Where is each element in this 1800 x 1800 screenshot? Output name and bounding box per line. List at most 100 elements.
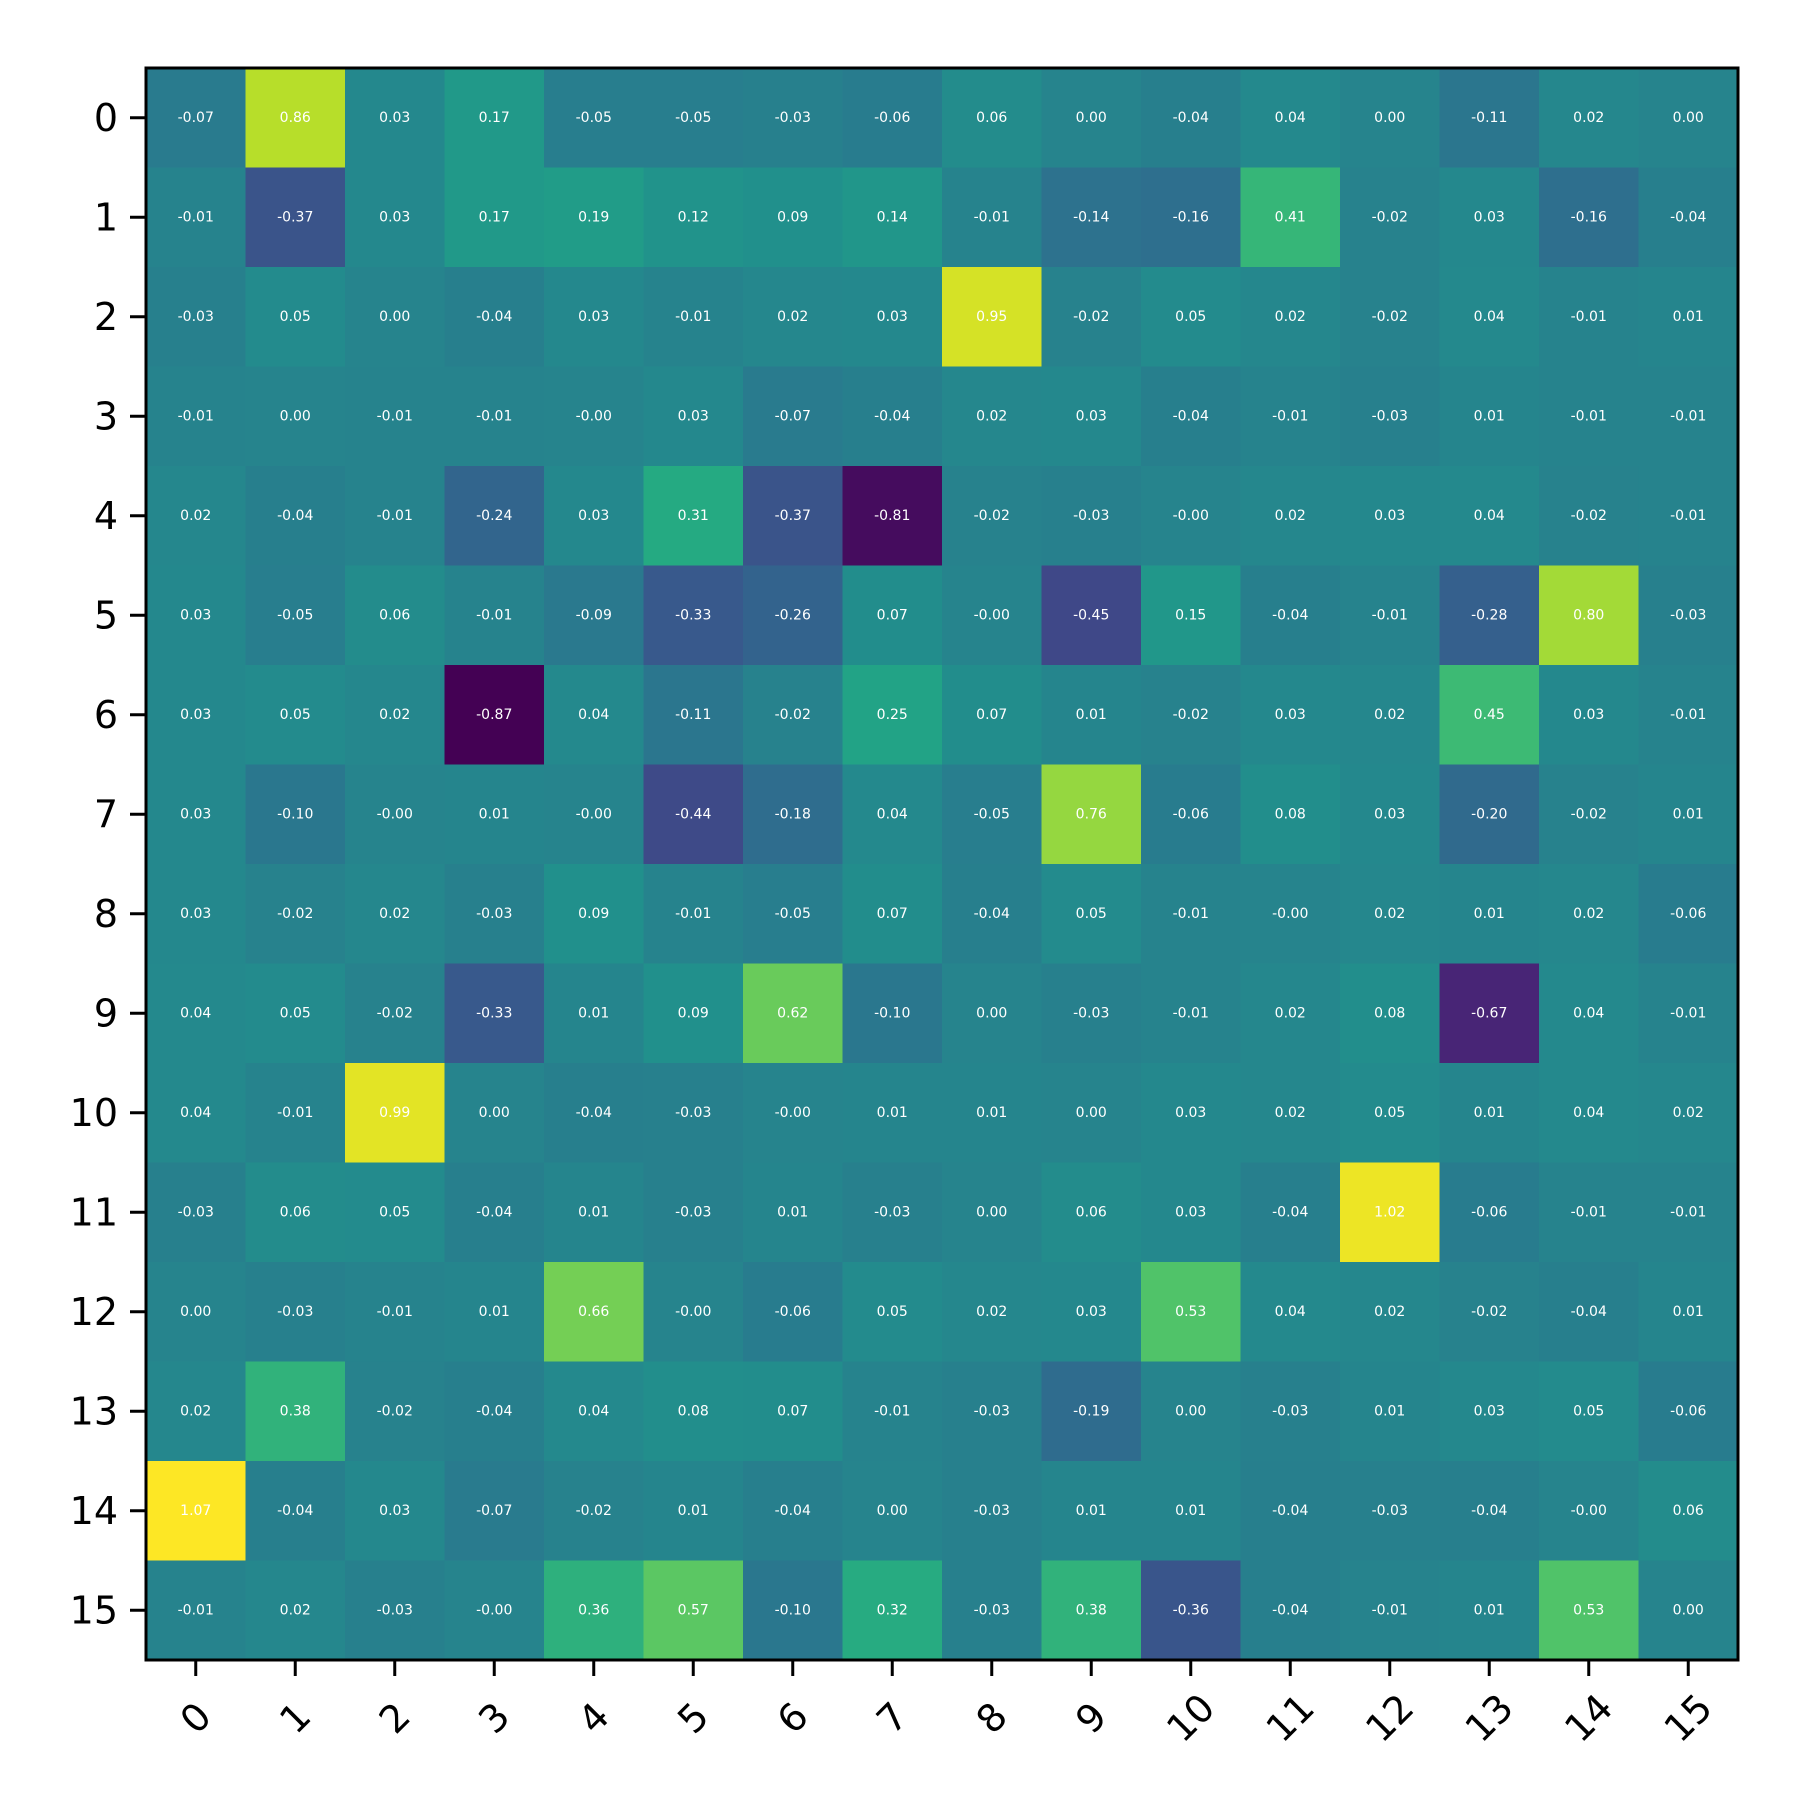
cell-label-r8-c2: 0.02 [379, 906, 410, 922]
cell-label-r15-c3: -0.00 [476, 1602, 512, 1618]
heatmap-cell-r14-c10 [1141, 1461, 1242, 1562]
heatmap-cell-r4-c2 [345, 466, 446, 567]
y-tick-label-9: 9 [94, 991, 118, 1035]
heatmap-cell-r13-c4 [544, 1361, 645, 1462]
heatmap-cell-r14-c8 [942, 1461, 1043, 1562]
cell-label-r12-c2: -0.01 [377, 1304, 413, 1320]
heatmap-cell-r13-c6 [743, 1361, 844, 1462]
cell-label-r4-c4: 0.03 [578, 508, 609, 524]
cell-label-r4-c15: -0.01 [1670, 508, 1706, 524]
heatmap-cell-r12-c13 [1439, 1262, 1540, 1363]
heatmap-cell-r10-c14 [1539, 1063, 1640, 1164]
y-tick-label-11: 11 [70, 1190, 118, 1234]
heatmap-cell-r10-c8 [942, 1063, 1043, 1164]
heatmap-cell-r8-c5 [643, 864, 744, 965]
heatmap-cell-r8-c11 [1240, 864, 1341, 965]
cell-label-r8-c9: 0.05 [1076, 906, 1107, 922]
cell-label-r11-c13: -0.06 [1471, 1204, 1507, 1220]
heatmap-cell-r6-c12 [1340, 665, 1441, 766]
cell-label-r2-c1: 0.05 [280, 309, 311, 325]
cell-label-r14-c0: 1.07 [180, 1503, 211, 1519]
heatmap-cell-r4-c6 [743, 466, 844, 567]
cell-label-r6-c3: -0.87 [476, 707, 512, 723]
cell-label-r13-c2: -0.02 [377, 1403, 413, 1419]
cell-label-r8-c15: -0.06 [1670, 906, 1706, 922]
heatmap-cell-r4-c14 [1539, 466, 1640, 567]
heatmap-cell-r12-c15 [1638, 1262, 1739, 1363]
cell-label-r7-c1: -0.10 [277, 806, 313, 822]
heatmap-cell-r14-c5 [643, 1461, 744, 1562]
cell-label-r13-c1: 0.38 [280, 1403, 311, 1419]
cell-label-r7-c6: -0.18 [775, 806, 811, 822]
cell-label-r7-c13: -0.20 [1471, 806, 1507, 822]
heatmap-cell-r12-c5 [643, 1262, 744, 1363]
heatmap-cell-r10-c1 [245, 1063, 346, 1164]
cell-label-r5-c7: 0.07 [877, 607, 908, 623]
heatmap-cell-r3-c5 [643, 366, 744, 467]
heatmap-cell-r7-c1 [245, 764, 346, 865]
cell-label-r15-c11: -0.04 [1272, 1602, 1308, 1618]
heatmap-cell-r5-c15 [1638, 565, 1739, 666]
cell-label-r0-c4: -0.05 [576, 110, 612, 126]
cell-label-r0-c8: 0.06 [976, 110, 1007, 126]
heatmap-cell-r10-c2 [345, 1063, 446, 1164]
cell-label-r6-c13: 0.45 [1474, 707, 1505, 723]
heatmap-cell-r2-c8 [942, 267, 1043, 368]
cell-label-r11-c0: -0.03 [178, 1204, 214, 1220]
cell-label-r0-c0: -0.07 [178, 110, 214, 126]
cell-label-r8-c11: -0.00 [1272, 906, 1308, 922]
heatmap-cell-r4-c12 [1340, 466, 1441, 567]
heatmap-cell-r9-c1 [245, 963, 346, 1064]
heatmap-cell-r5-c6 [743, 565, 844, 666]
heatmap-cell-r7-c9 [1041, 764, 1142, 865]
cell-label-r7-c4: -0.00 [576, 806, 612, 822]
heatmap-cell-r12-c9 [1041, 1262, 1142, 1363]
cell-label-r15-c13: 0.01 [1474, 1602, 1505, 1618]
heatmap-cell-r13-c2 [345, 1361, 446, 1462]
cell-label-r6-c11: 0.03 [1275, 707, 1306, 723]
heatmap-cell-r8-c4 [544, 864, 645, 965]
heatmap-cell-r14-c11 [1240, 1461, 1341, 1562]
heatmap-cell-r2-c9 [1041, 267, 1142, 368]
heatmap-cell-r14-c12 [1340, 1461, 1441, 1562]
heatmap-cell-r9-c4 [544, 963, 645, 1064]
cell-label-r13-c13: 0.03 [1474, 1403, 1505, 1419]
heatmap-cell-r0-c0 [146, 68, 247, 169]
heatmap-cell-r2-c15 [1638, 267, 1739, 368]
cell-label-r1-c12: -0.02 [1372, 209, 1408, 225]
heatmap-cell-r7-c6 [743, 764, 844, 865]
cell-label-r15-c2: -0.03 [377, 1602, 413, 1618]
heatmap-cell-r0-c5 [643, 68, 744, 169]
cell-label-r5-c1: -0.05 [277, 607, 313, 623]
cell-label-r15-c5: 0.57 [678, 1602, 709, 1618]
cell-label-r8-c14: 0.02 [1573, 906, 1604, 922]
cell-label-r10-c0: 0.04 [180, 1105, 211, 1121]
cell-label-r9-c9: -0.03 [1073, 1005, 1109, 1021]
cell-label-r12-c12: 0.02 [1374, 1304, 1405, 1320]
cell-label-r11-c6: 0.01 [777, 1204, 808, 1220]
heatmap-cell-r14-c6 [743, 1461, 844, 1562]
cell-label-r4-c10: -0.00 [1173, 508, 1209, 524]
heatmap-cell-r3-c15 [1638, 366, 1739, 467]
cell-label-r14-c7: 0.00 [877, 1503, 908, 1519]
heatmap-cell-r6-c9 [1041, 665, 1142, 766]
heatmap-cell-r11-c8 [942, 1162, 1043, 1263]
cell-label-r3-c5: 0.03 [678, 408, 709, 424]
cell-label-r12-c0: 0.00 [180, 1304, 211, 1320]
cell-label-r3-c12: -0.03 [1372, 408, 1408, 424]
cell-label-r5-c6: -0.26 [775, 607, 811, 623]
heatmap-cell-r2-c0 [146, 267, 247, 368]
cell-label-r11-c10: 0.03 [1175, 1204, 1206, 1220]
cell-label-r7-c0: 0.03 [180, 806, 211, 822]
cell-label-r5-c15: -0.03 [1670, 607, 1706, 623]
cell-label-r13-c12: 0.01 [1374, 1403, 1405, 1419]
cell-label-r1-c14: -0.16 [1571, 209, 1607, 225]
cell-label-r15-c12: -0.01 [1372, 1602, 1408, 1618]
heatmap-cell-r14-c3 [444, 1461, 545, 1562]
cell-label-r4-c2: -0.01 [377, 508, 413, 524]
heatmap-cell-r9-c12 [1340, 963, 1441, 1064]
cell-label-r2-c0: -0.03 [178, 309, 214, 325]
cell-label-r5-c3: -0.01 [476, 607, 512, 623]
heatmap-cell-r1-c13 [1439, 167, 1540, 268]
heatmap-cell-r3-c9 [1041, 366, 1142, 467]
